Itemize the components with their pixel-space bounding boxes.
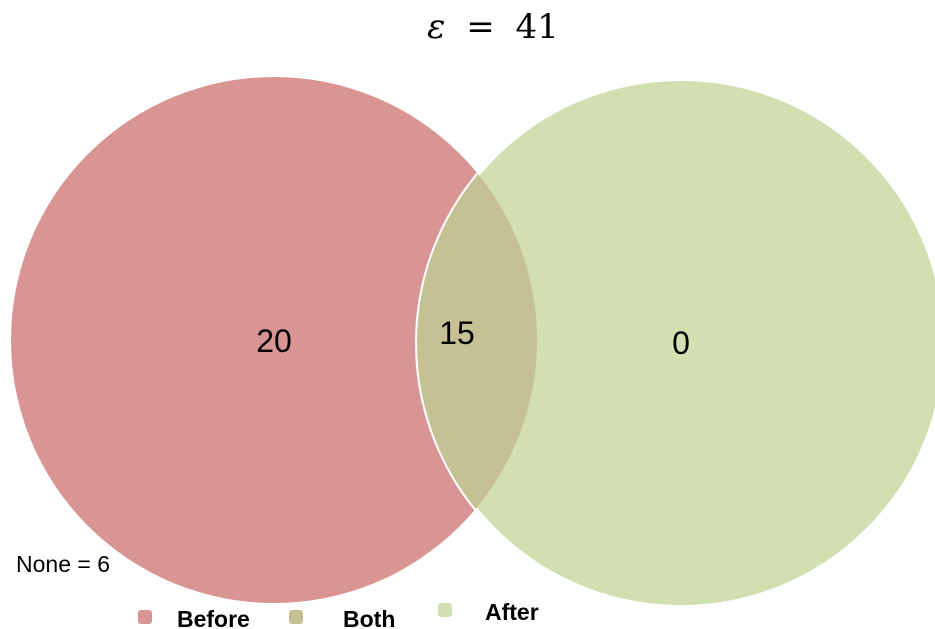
legend-swatch-both <box>289 610 303 624</box>
legend-swatch-after <box>438 603 452 617</box>
legend-label-after: After <box>485 599 539 625</box>
after-only-count: 0 <box>672 325 690 361</box>
before-only-count: 20 <box>256 323 292 359</box>
legend-label-before: Before <box>177 606 250 629</box>
title-value: 41 <box>516 7 559 47</box>
diagram-title: ε = 41 <box>427 7 559 47</box>
before-set-circle <box>11 77 537 603</box>
legend-label-both: Both <box>343 606 395 629</box>
legend: Before Both After <box>138 599 539 629</box>
title-symbol: ε <box>427 7 445 47</box>
title-operator: = <box>466 7 495 47</box>
none-count-label: None = 6 <box>16 551 110 577</box>
both-count: 15 <box>439 315 475 351</box>
legend-swatch-before <box>138 610 152 624</box>
